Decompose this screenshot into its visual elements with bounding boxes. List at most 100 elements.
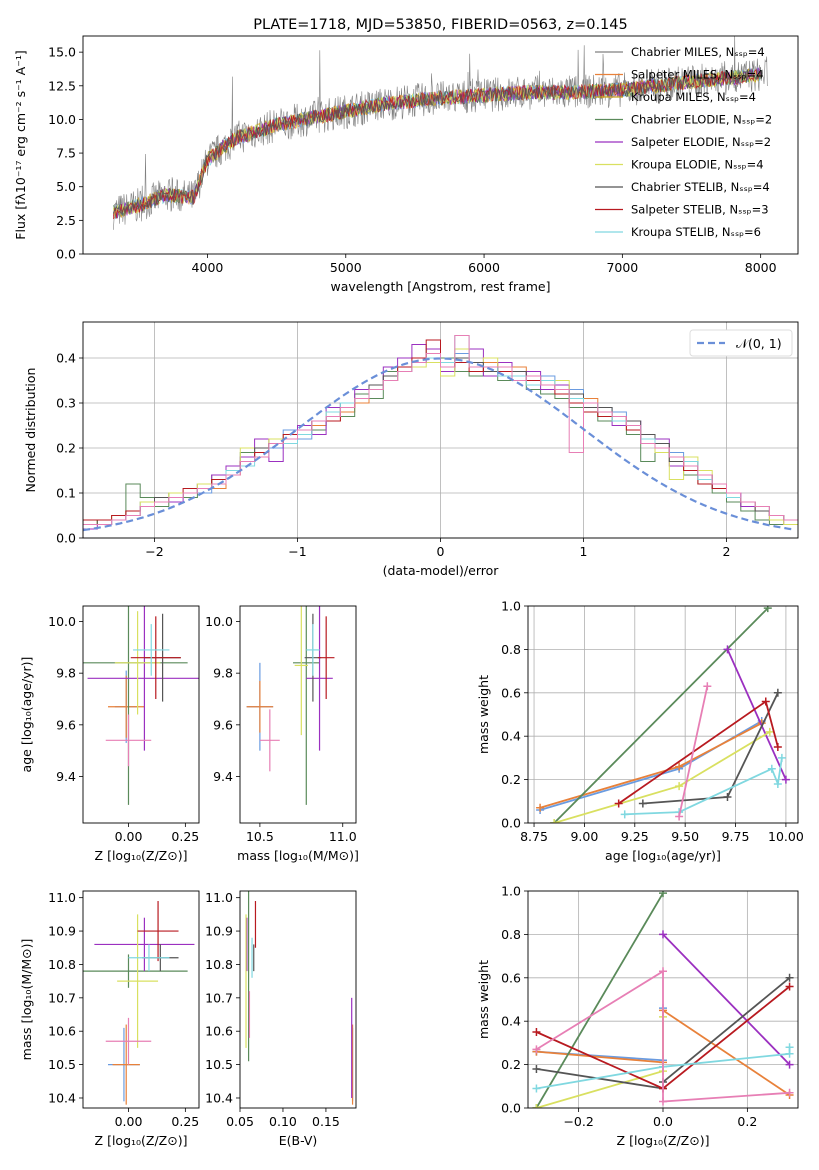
x-tick-label: −1: [288, 544, 306, 559]
x-tick-label: 0.0: [653, 1114, 673, 1129]
y-tick-label: 10.9: [48, 924, 76, 939]
x-axis-label: age [log₁₀(age/yr)]: [605, 848, 721, 863]
x-tick-label: 9.75: [722, 829, 750, 844]
weight-marker: [785, 1043, 794, 1052]
y-tick-label: 0.2: [56, 441, 76, 456]
x-tick-label: 8.75: [520, 829, 548, 844]
y-tick-label: 10.6: [205, 1024, 233, 1039]
x-tick-label: 0.00: [115, 829, 143, 844]
x-axis-label: E(B-V): [279, 1133, 318, 1148]
histogram-pink: [83, 335, 798, 538]
y-tick-label: 0.0: [501, 816, 521, 831]
x-tick-label: 11.0: [329, 829, 357, 844]
y-tick-label: 10.4: [205, 1090, 233, 1105]
y-axis-label: mass weight: [476, 960, 491, 1039]
y-tick-label: 0.4: [501, 1014, 521, 1029]
y-tick-label: 15.0: [48, 45, 76, 60]
weight-line-chabrier-stelib: [642, 692, 779, 805]
legend-label: Kroupa STELIB, Nₛₛₚ=6: [631, 225, 761, 239]
error-bars: [83, 606, 199, 805]
weight-line-pink: [678, 686, 709, 817]
y-axis-label: Normed distribution: [23, 368, 38, 493]
x-axis-label: Z [log₁₀(Z/Z⊙)]: [617, 1133, 710, 1148]
histograms: [83, 335, 798, 538]
y-tick-label: 11.0: [205, 890, 233, 905]
y-axis-label: mass weight: [476, 675, 491, 754]
legend-label: Chabrier ELODIE, Nₛₛₚ=2: [631, 113, 772, 127]
y-tick-label: 10.0: [205, 614, 233, 629]
model-spectrum-chabrier-stelib: [113, 69, 761, 217]
y-tick-label: 12.5: [48, 78, 76, 93]
x-tick-label: −2: [145, 544, 163, 559]
x-axis-label: mass [log₁₀(M/M⊙)]: [237, 848, 359, 863]
y-tick-label: 0.0: [501, 1101, 521, 1116]
weight-marker: [785, 1060, 794, 1069]
age-vs-mass-panel: 10.5 11.0 9.4 9.6 9.8 10.0 mass [log₁₀(M/M⊙)]: [205, 605, 359, 863]
legend-label: 𝒩(0, 1): [736, 336, 782, 351]
x-axis-label: wavelength [Angstrom, rest frame]: [330, 279, 550, 294]
y-tick-label: 5.0: [56, 179, 76, 194]
plot-frame: [527, 890, 799, 1109]
y-tick-label: 0.0: [56, 531, 76, 546]
x-axis-label: (data-model)/error: [383, 563, 500, 578]
weight-marker: [703, 682, 712, 691]
weight-marker: [532, 1084, 541, 1093]
y-tick-label: 0.2: [501, 772, 521, 787]
y-tick-label: 10.9: [205, 924, 233, 939]
weight-line-kroupa-stelib: [624, 757, 783, 816]
legend-box: [689, 329, 793, 357]
y-tick-label: 10.0: [48, 614, 76, 629]
y-tick-label: 0.8: [501, 927, 521, 942]
x-tick-label: 0: [437, 544, 445, 559]
legend-label: Kroupa ELODIE, Nₛₛₚ=4: [631, 158, 764, 172]
x-tick-label: 9.25: [621, 829, 649, 844]
weight-marker: [620, 810, 629, 819]
spectrum-lines: [113, 36, 768, 230]
y-tick-label: 0.4: [501, 729, 521, 744]
spectrum-panel: 4000 5000 6000 7000 8000 0.0 2.5 5.0 7.5 10.0 12.5…: [13, 17, 799, 294]
weight-marker: [785, 973, 794, 982]
weight-marker: [777, 753, 786, 762]
y-tick-label: 10.4: [48, 1090, 76, 1105]
legend-label: Salpeter MILES, Nₛₛₚ=4: [631, 68, 764, 82]
weight-lines: [536, 606, 790, 823]
legend: Chabrier MILES, Nₛₛₚ=4 Salpeter MILES, Nₛ…: [595, 45, 772, 239]
x-tick-label: 5000: [330, 260, 362, 275]
plot-frame: [239, 890, 357, 1109]
y-tick-label: 1.0: [501, 884, 521, 899]
y-tick-label: 0.2: [501, 1057, 521, 1072]
x-tick-label: −0.2: [563, 1114, 593, 1129]
y-tick-label: 9.8: [56, 666, 76, 681]
weight-marker: [785, 982, 794, 991]
x-tick-label: 8000: [745, 260, 777, 275]
weight-marker: [675, 812, 684, 821]
weight-marker: [614, 799, 623, 808]
weight-marker: [532, 1104, 541, 1108]
y-tick-label: 0.1: [56, 486, 76, 501]
y-tick-label: 7.5: [56, 146, 76, 161]
y-tick-label: 2.5: [56, 213, 76, 228]
weight-marker: [550, 819, 559, 823]
legend-label: Chabrier MILES, Nₛₛₚ=4: [631, 45, 765, 59]
y-tick-label: 9.6: [56, 717, 76, 732]
y-axis-label: mass [log₁₀(M/M⊙)]: [19, 939, 34, 1061]
error-bars: [245, 891, 354, 1105]
x-tick-label: 10.00: [768, 829, 804, 844]
weight-vs-metallicity-panel: −0.2 0.0 0.2 0.0 0.2 0.4 0.6 0.8 1.0 Z [log₁₀(Z/Z…: [476, 884, 799, 1148]
y-tick-label: 0.4: [56, 351, 76, 366]
weight-marker: [773, 743, 782, 752]
x-tick-label: 10.5: [246, 829, 274, 844]
error-bars: [246, 606, 335, 805]
weight-line-chabrier-elodie: [553, 607, 769, 823]
y-tick-label: 9.8: [213, 666, 233, 681]
weight-marker: [723, 645, 732, 654]
plot-frame: [239, 605, 357, 824]
model-spectrum-salpeter-elodie: [113, 66, 761, 219]
y-tick-label: 10.6: [48, 1024, 76, 1039]
weight-marker: [659, 930, 667, 939]
x-tick-label: 0.25: [171, 1114, 199, 1129]
x-tick-label: 0.00: [115, 1114, 143, 1129]
gaussian-curve: [83, 357, 796, 532]
x-tick-label: 0.15: [312, 1114, 340, 1129]
x-tick-label: 6000: [468, 260, 500, 275]
